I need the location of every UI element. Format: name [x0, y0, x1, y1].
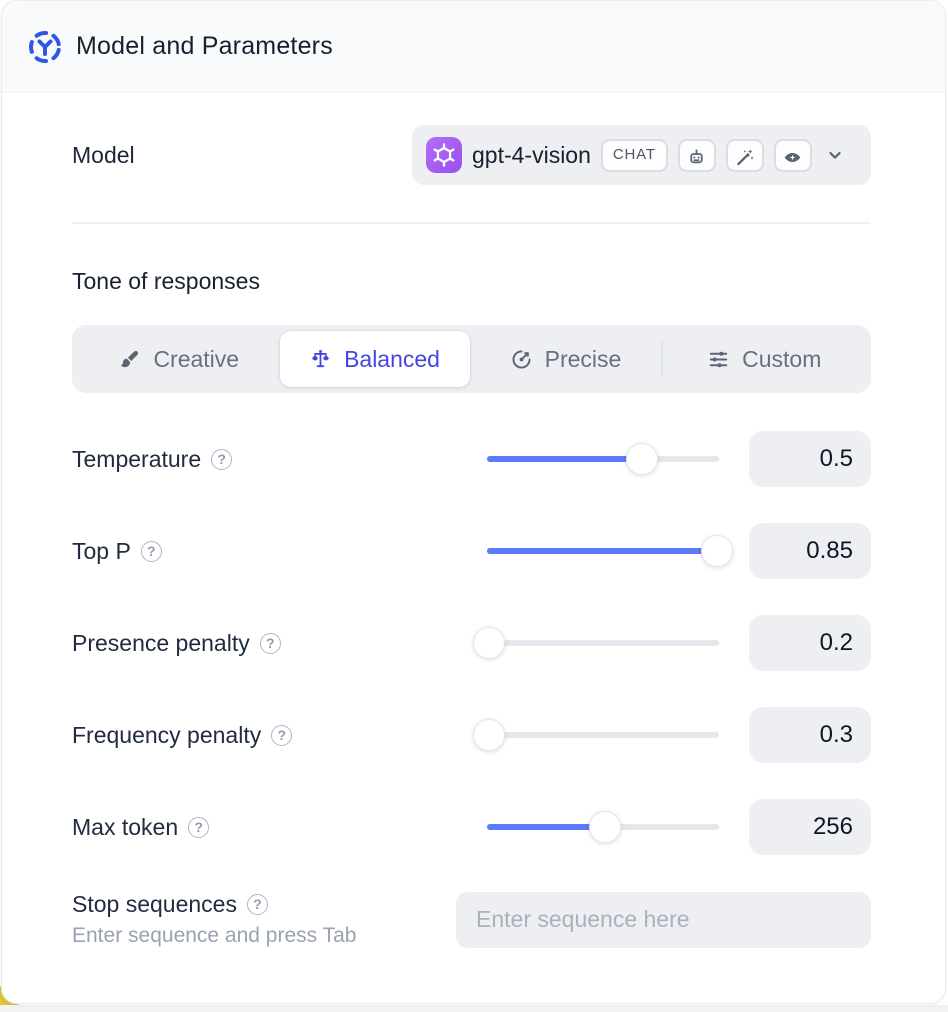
- slider-fill: [487, 824, 606, 830]
- tone-heading: Tone of responses: [72, 268, 260, 294]
- max-token-value[interactable]: 256: [749, 799, 871, 855]
- help-icon[interactable]: ?: [246, 894, 268, 915]
- param-row-temperature: Temperature ? 0.5: [72, 431, 871, 487]
- slider-track: [487, 732, 719, 738]
- stop-sequences-helper: Enter sequence and press Tab: [72, 924, 357, 947]
- param-label: Presence penalty: [72, 629, 250, 656]
- balance-scale-icon: [312, 349, 329, 367]
- tone-segmented-control: Creative Balanced: [72, 325, 871, 393]
- tone-option-custom[interactable]: Custom: [663, 331, 865, 387]
- top-p-value[interactable]: 0.85: [749, 523, 871, 579]
- target-icon: [512, 349, 531, 368]
- frequency-penalty-slider[interactable]: [473, 718, 719, 752]
- presence-penalty-slider[interactable]: [473, 626, 719, 660]
- tone-option-label: Precise: [544, 345, 622, 372]
- frequency-penalty-value[interactable]: 0.3: [749, 707, 871, 763]
- slider-thumb[interactable]: [700, 535, 733, 567]
- model-hub-icon: [29, 30, 61, 63]
- sliders-icon: [709, 351, 728, 367]
- stop-sequences-row: Stop sequences ? Enter sequence and pres…: [72, 891, 871, 948]
- model-row: Model gpt-4-vi: [72, 125, 871, 185]
- tone-option-precise[interactable]: Precise: [470, 331, 662, 387]
- param-row-frequency-penalty: Frequency penalty ? 0.3: [72, 707, 871, 763]
- vision-eye-icon: [773, 138, 812, 172]
- tone-option-label: Creative: [153, 345, 240, 372]
- param-label: Top P: [72, 537, 131, 564]
- background-bottom-strip: [0, 1005, 948, 1012]
- temperature-value[interactable]: 0.5: [749, 431, 871, 487]
- section-divider: [72, 222, 871, 224]
- tone-option-label: Custom: [742, 345, 822, 372]
- param-row-max-token: Max token ? 256: [72, 799, 871, 855]
- stop-sequences-label: Stop sequences: [72, 891, 237, 917]
- model-label: Model: [72, 141, 135, 168]
- model-type-badge: CHAT: [600, 138, 668, 172]
- param-label: Max token: [72, 813, 179, 840]
- temperature-slider[interactable]: [487, 442, 719, 476]
- stop-sequence-input[interactable]: [456, 891, 871, 948]
- slider-fill: [487, 548, 717, 554]
- max-token-slider[interactable]: [487, 810, 719, 844]
- slider-track: [487, 640, 719, 646]
- model-select-dropdown[interactable]: gpt-4-vision CHAT: [412, 125, 871, 185]
- paintbrush-icon: [121, 350, 139, 367]
- panel-title: Model and Parameters: [76, 32, 333, 60]
- param-label: Temperature: [72, 445, 202, 472]
- segment-divider: [661, 342, 664, 376]
- slider-thumb[interactable]: [473, 627, 506, 659]
- chevron-down-icon[interactable]: [824, 144, 846, 166]
- panel-header: Model and Parameters: [2, 1, 945, 93]
- help-icon[interactable]: ?: [140, 540, 162, 562]
- help-icon[interactable]: ?: [259, 632, 281, 654]
- slider-thumb[interactable]: [626, 443, 659, 475]
- magic-wand-icon: [725, 138, 764, 172]
- param-row-presence-penalty: Presence penalty ? 0.2: [72, 615, 871, 671]
- presence-penalty-value[interactable]: 0.2: [749, 615, 871, 671]
- param-row-top-p: Top P ? 0.85: [72, 523, 871, 579]
- model-name: gpt-4-vision: [472, 141, 591, 168]
- top-p-slider[interactable]: [487, 534, 733, 568]
- tone-option-label: Balanced: [344, 345, 440, 372]
- help-icon[interactable]: ?: [211, 448, 233, 470]
- param-label: Frequency penalty: [72, 721, 262, 748]
- slider-thumb[interactable]: [473, 719, 506, 751]
- tone-option-balanced[interactable]: Balanced: [279, 331, 470, 387]
- help-icon[interactable]: ?: [271, 724, 293, 746]
- slider-thumb[interactable]: [589, 811, 622, 843]
- robot-icon: [677, 138, 716, 172]
- help-icon[interactable]: ?: [188, 816, 210, 838]
- slider-fill: [487, 456, 643, 462]
- openai-logo: [426, 137, 462, 173]
- tone-option-creative[interactable]: Creative: [78, 331, 280, 387]
